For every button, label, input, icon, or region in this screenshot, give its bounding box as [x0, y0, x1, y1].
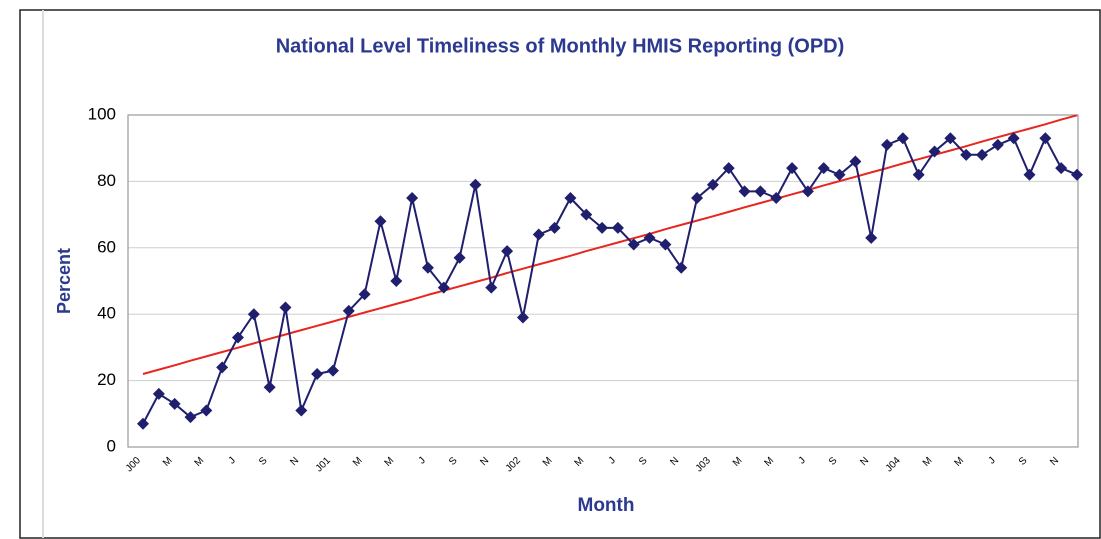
marker: [279, 301, 292, 314]
marker: [358, 288, 371, 301]
marker: [548, 221, 561, 234]
marker: [1071, 168, 1083, 181]
marker: [801, 185, 814, 198]
y-tick-label: 100: [88, 104, 116, 123]
x-tick-label: J: [987, 455, 998, 466]
marker: [1007, 132, 1020, 145]
marker: [896, 132, 909, 145]
marker: [706, 178, 719, 191]
marker: [944, 132, 957, 145]
marker: [722, 162, 735, 175]
x-tick-label: J: [227, 455, 238, 466]
marker: [865, 231, 878, 244]
marker: [469, 178, 482, 191]
marker: [1055, 162, 1068, 175]
marker: [738, 185, 751, 198]
marker: [501, 245, 514, 258]
trend-line: [142, 114, 1078, 375]
marker: [437, 281, 450, 294]
marker: [200, 404, 213, 417]
marker: [532, 228, 545, 241]
marker: [216, 361, 229, 374]
y-tick-label: 80: [97, 171, 116, 190]
marker: [168, 397, 181, 410]
marker: [184, 411, 197, 424]
marker: [1023, 168, 1036, 181]
marker: [1039, 132, 1052, 145]
marker: [137, 417, 149, 430]
y-tick-label: 20: [97, 370, 116, 389]
marker: [231, 331, 244, 344]
marker: [770, 192, 783, 204]
x-tick-label: J: [607, 455, 618, 466]
marker: [263, 381, 276, 394]
data-line: [142, 137, 1078, 425]
marker: [817, 162, 830, 175]
marker: [564, 192, 577, 204]
marker: [976, 148, 989, 161]
marker: [580, 208, 593, 221]
marker: [786, 162, 799, 175]
y-tick-label: 0: [107, 436, 116, 455]
frame: [19, 9, 1101, 539]
marker: [675, 261, 688, 274]
marker: [928, 145, 941, 158]
marker: [833, 168, 846, 181]
x-axis-label: Month: [578, 495, 635, 516]
marker: [326, 364, 339, 377]
marker: [991, 138, 1004, 151]
marker: [390, 275, 403, 287]
marker: [960, 148, 973, 161]
marker: [485, 281, 498, 294]
plot-area: [127, 114, 1079, 448]
marker: [406, 192, 419, 204]
marker: [754, 185, 767, 198]
marker: [453, 251, 466, 264]
marker: [881, 138, 894, 151]
x-tick-label: J: [797, 455, 808, 466]
y-tick-label: 60: [97, 237, 116, 256]
marker: [374, 215, 387, 228]
marker: [643, 231, 656, 244]
marker: [611, 221, 624, 234]
x-tick-label: J: [417, 455, 428, 466]
marker: [691, 192, 704, 204]
marker: [152, 387, 165, 400]
marker: [342, 304, 355, 317]
marker: [849, 155, 862, 168]
y-axis-label: Percent: [54, 248, 74, 314]
marker: [912, 168, 925, 181]
marker: [516, 311, 529, 324]
marker: [596, 221, 609, 234]
marker: [295, 404, 308, 417]
chart-title: National Level Timeliness of Monthly HMI…: [276, 35, 845, 57]
marker: [627, 238, 640, 251]
marker: [421, 261, 434, 274]
marker: [311, 367, 324, 380]
marker: [247, 308, 260, 321]
y-tick-label: 40: [97, 304, 116, 323]
marker: [659, 238, 672, 251]
